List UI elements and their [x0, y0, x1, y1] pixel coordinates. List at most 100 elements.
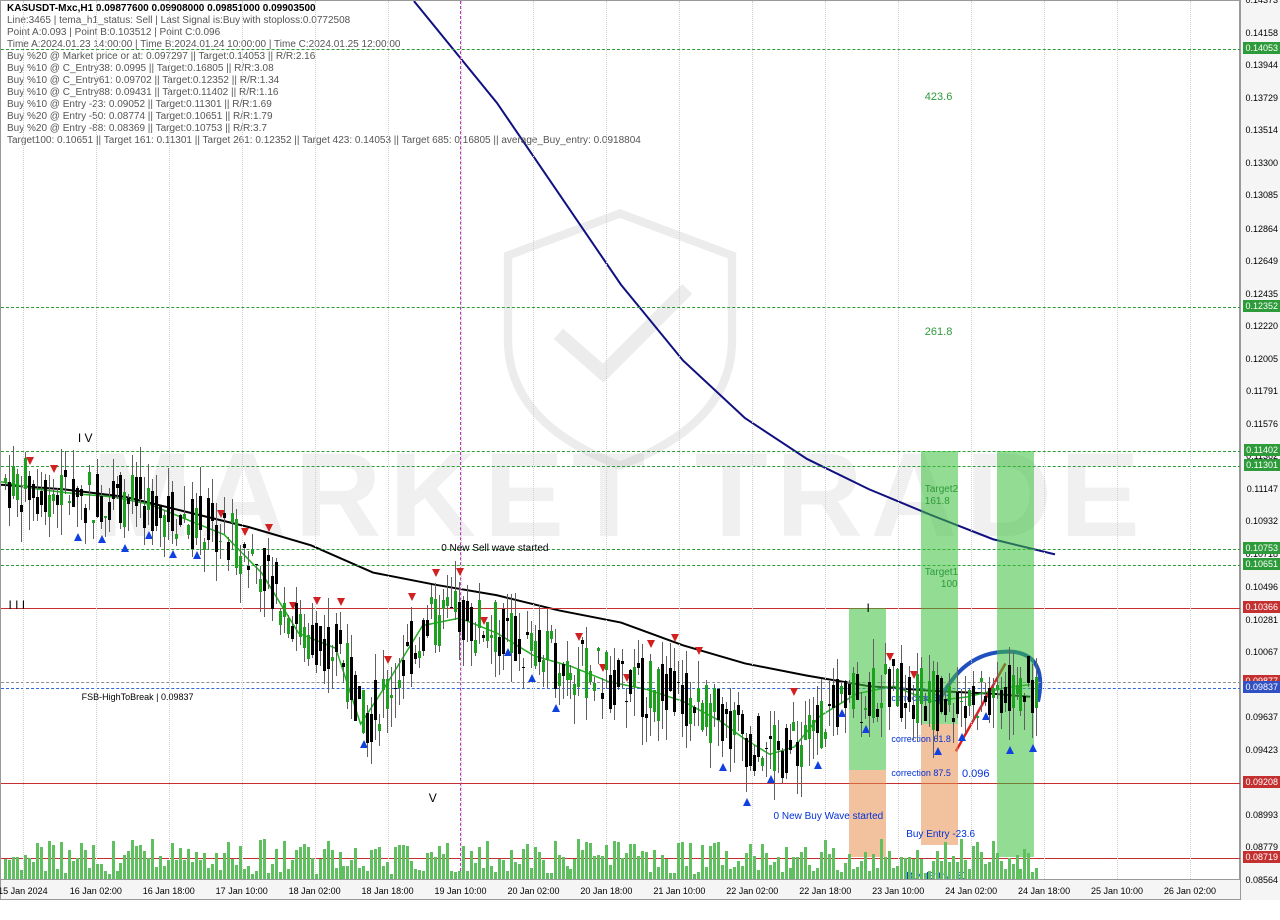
volume-bar [637, 856, 640, 879]
volume-bar [123, 855, 126, 879]
volume-bar [402, 845, 405, 879]
volume-bar [988, 862, 991, 879]
volume-bar [143, 851, 146, 879]
volume-bar [426, 853, 429, 879]
volume-bar [992, 841, 995, 879]
volume-bar [518, 864, 521, 879]
h-line [1, 688, 1241, 689]
volume-bar [581, 850, 584, 879]
grid-v [1190, 1, 1191, 881]
arrow-up-icon [74, 533, 82, 541]
volume-bar [418, 870, 421, 879]
volume-bar [912, 859, 915, 879]
h-line [1, 451, 1241, 452]
volume-bar [952, 856, 955, 879]
volume-bar [589, 843, 592, 879]
volume-bar [577, 839, 580, 879]
volume-bar [462, 846, 465, 879]
volume-bar [808, 865, 811, 879]
volume-bar [203, 853, 206, 879]
volume-bar [450, 871, 453, 879]
volume-bar [323, 849, 326, 879]
header-line-10: Buy %20 @ Entry -88: 0.08369 || Target:0… [7, 123, 267, 134]
annotation: FSB-HighToBreak | 0.09837 [82, 692, 194, 702]
x-tick: 17 Jan 10:00 [216, 886, 268, 896]
chart-area[interactable]: MARKET TRADE KASUSDT-Mxc,H1 0.09877600 0… [0, 0, 1240, 900]
volume-bar [721, 865, 724, 879]
volume-bar [88, 868, 91, 879]
annotation: correction 87.5 [891, 768, 951, 778]
y-tick: 0.12649 [1245, 256, 1278, 266]
volume-bar [709, 846, 712, 879]
annotation: I [867, 601, 870, 615]
x-tick: 20 Jan 02:00 [507, 886, 559, 896]
price-tag: 0.09208 [1243, 776, 1280, 788]
x-axis: 15 Jan 202416 Jan 02:0016 Jan 18:0017 Ja… [1, 879, 1241, 899]
volume-bar [701, 845, 704, 879]
annotation: Buy Entry -23.6 [906, 829, 975, 840]
volume-bar [649, 872, 652, 879]
volume-bar [573, 859, 576, 879]
header-line-9: Buy %20 @ Entry -50: 0.08774 || Target:0… [7, 111, 273, 122]
volume-bar [633, 844, 636, 879]
arrow-down-icon [671, 634, 679, 642]
volume-bar [609, 865, 612, 879]
volume-bar [458, 871, 461, 879]
volume-bar [976, 842, 979, 879]
volume-bar [48, 841, 51, 879]
volume-bar [211, 864, 214, 879]
y-tick: 0.10496 [1245, 582, 1278, 592]
volume-bar [601, 856, 604, 879]
x-tick: 24 Jan 02:00 [945, 886, 997, 896]
arrow-up-icon [719, 763, 727, 771]
volume-bar [844, 863, 847, 879]
y-tick: 0.08564 [1245, 875, 1278, 885]
volume-bar [311, 858, 314, 879]
volume-bar [506, 871, 509, 879]
volume-bar [562, 857, 565, 879]
volume-bar [629, 844, 632, 879]
volume-bar [259, 840, 262, 879]
arrow-down-icon [790, 688, 798, 696]
volume-bar [12, 857, 15, 879]
volume-bar [490, 866, 493, 879]
volume-bar [131, 840, 134, 879]
volume-bar [832, 848, 835, 879]
volume-bar [980, 852, 983, 880]
volume-bar [291, 860, 294, 879]
annotation: V [429, 791, 437, 805]
volume-bar [940, 861, 943, 879]
volume-bar [8, 860, 11, 879]
volume-bar [319, 859, 322, 880]
volume-bar [72, 861, 75, 879]
volume-bar [613, 841, 616, 879]
volume-bar [486, 841, 489, 879]
volume-bar [219, 870, 222, 879]
volume-bar [183, 860, 186, 879]
y-tick: 0.09423 [1245, 745, 1278, 755]
volume-bar [681, 842, 684, 879]
y-tick: 0.09637 [1245, 712, 1278, 722]
y-tick: 0.12435 [1245, 289, 1278, 299]
arrow-down-icon [241, 528, 249, 536]
volume-bar [741, 866, 744, 879]
arrow-down-icon [313, 597, 321, 605]
header-line-2: Point A:0.093 | Point B:0.103512 | Point… [7, 27, 220, 38]
volume-bar [171, 843, 174, 879]
h-line [1, 49, 1241, 50]
volume-bar [968, 869, 971, 879]
volume-bar [653, 850, 656, 879]
volume-bar [872, 854, 875, 879]
volume-bar [187, 849, 190, 879]
volume-bar [52, 845, 55, 879]
price-tag: 0.14053 [1243, 42, 1280, 54]
volume-bar [697, 872, 700, 879]
volume-bar [40, 847, 43, 879]
grid-v [315, 1, 316, 881]
header-line-4: Buy %20 @ Market price or at: 0.097297 |… [7, 51, 315, 62]
x-tick: 19 Jan 10:00 [434, 886, 486, 896]
volume-bar [287, 869, 290, 879]
volume-bar [80, 843, 83, 879]
arrow-up-icon [743, 798, 751, 806]
volume-bar [466, 871, 469, 879]
